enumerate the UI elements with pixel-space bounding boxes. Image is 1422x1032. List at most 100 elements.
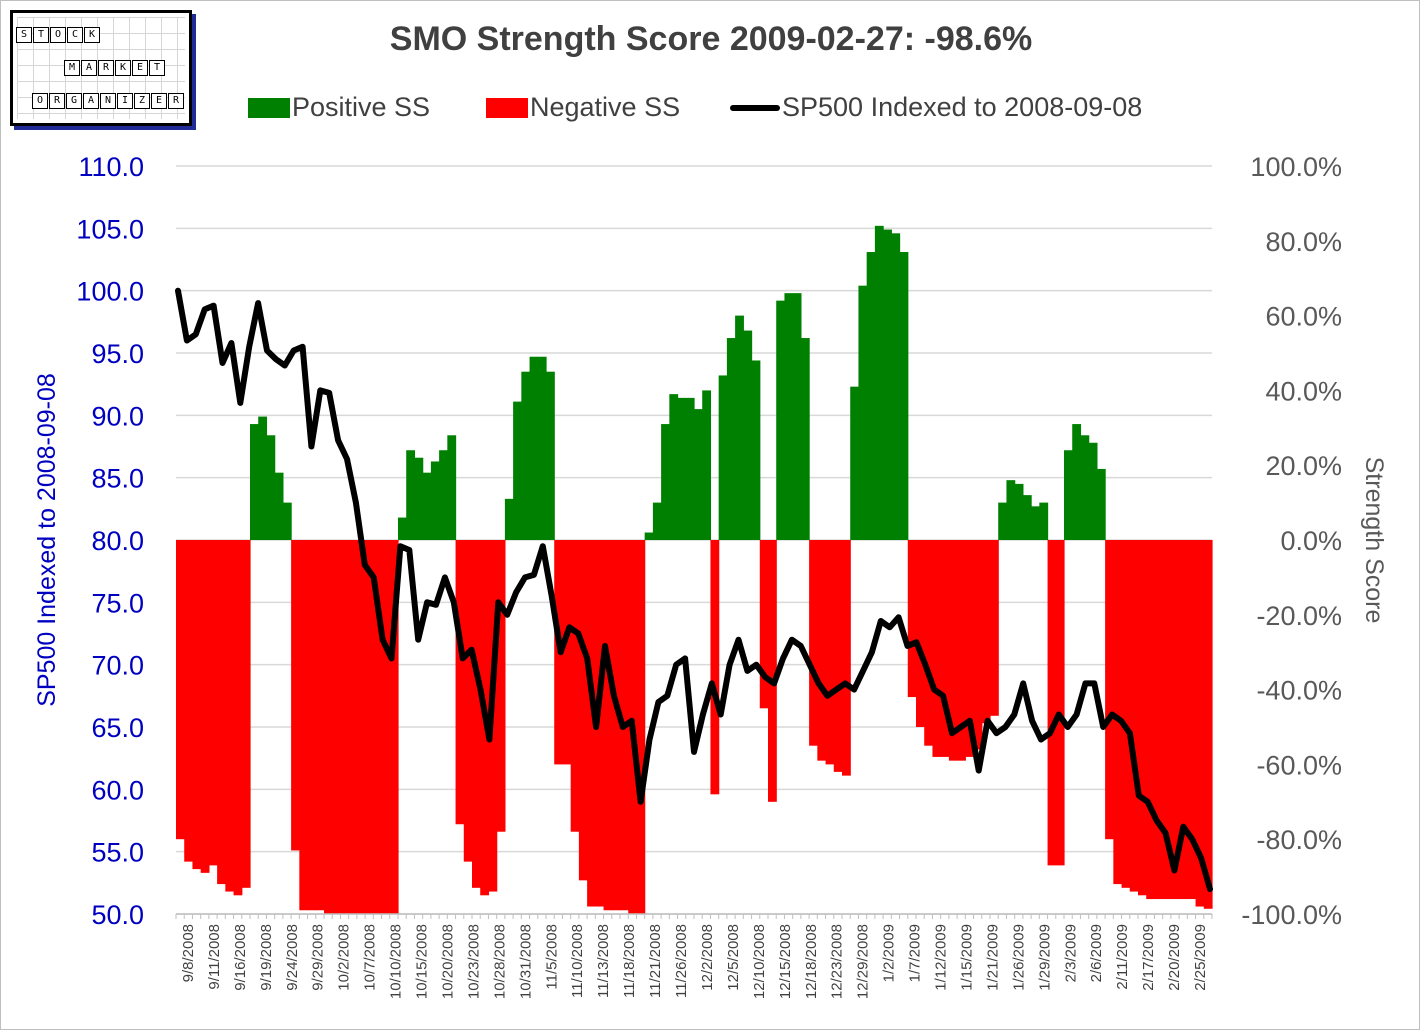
x-tick-label: 12/18/2008 — [803, 924, 820, 999]
positive-ss-bar — [743, 330, 753, 540]
left-tick-label: 60.0 — [91, 775, 144, 805]
legend-swatch-positive — [248, 97, 290, 118]
logo-letter: A — [81, 60, 97, 76]
negative-ss-bar — [373, 540, 383, 914]
negative-ss-bar — [233, 540, 243, 896]
negative-ss-bar — [1113, 540, 1123, 885]
x-tick-label: 1/7/2009 — [907, 924, 924, 982]
x-tick-label: 12/5/2008 — [725, 924, 742, 991]
legend-swatch-negative — [486, 97, 528, 118]
positive-ss-bar — [652, 502, 662, 540]
x-tick-label: 2/25/2009 — [1192, 924, 1209, 991]
x-tick-label: 12/29/2008 — [855, 924, 872, 999]
logo-letter: O — [32, 93, 48, 109]
negative-ss-bar — [759, 540, 769, 709]
right-tick-label: -40.0% — [1256, 676, 1342, 706]
left-tick-label: 85.0 — [91, 464, 144, 494]
negative-ss-bar — [340, 540, 350, 914]
positive-ss-bar — [447, 435, 457, 540]
negative-ss-bar — [570, 540, 580, 832]
negative-ss-bar — [200, 540, 210, 873]
negative-ss-bar — [1179, 540, 1188, 900]
positive-ss-bar — [398, 517, 407, 540]
positive-ss-bar — [866, 252, 876, 540]
positive-ss-bar — [726, 338, 736, 540]
chart-title: SMO Strength Score 2009-02-27: -98.6% — [389, 20, 1033, 58]
logo-letter: K — [115, 60, 131, 76]
positive-ss-bar — [546, 371, 555, 540]
x-tick-label: 10/15/2008 — [414, 924, 431, 999]
left-axis-title: SP500 Indexed to 2008-09-08 — [33, 373, 61, 707]
positive-ss-bar — [669, 394, 679, 540]
positive-ss-bar — [850, 386, 860, 540]
x-tick-label: 1/15/2009 — [958, 924, 975, 991]
positive-ss-bar — [694, 409, 703, 540]
x-tick-label: 1/2/2009 — [881, 924, 898, 982]
logo-letter: M — [64, 60, 80, 76]
negative-ss-bar — [940, 540, 950, 757]
logo-letter: G — [66, 93, 82, 109]
positive-ss-bar — [792, 293, 802, 540]
right-axis-title: Strength Score — [1360, 457, 1388, 624]
negative-ss-bar — [965, 540, 975, 757]
positive-ss-bar — [702, 390, 712, 540]
sp500-line — [175, 287, 1213, 893]
positive-ss-bar — [776, 300, 786, 540]
x-tick-label: 2/11/2009 — [1114, 924, 1131, 990]
x-tick-label: 12/23/2008 — [829, 924, 846, 999]
negative-ss-bar — [833, 540, 843, 772]
negative-ss-bar — [225, 540, 235, 892]
positive-ss-bar — [414, 457, 424, 540]
logo-letter: R — [168, 93, 184, 109]
legend-label-negative: Negative SS — [530, 92, 681, 122]
x-tick-label: 10/10/2008 — [388, 924, 405, 999]
x-tick-label: 9/24/2008 — [284, 924, 301, 991]
positive-ss-bar — [800, 338, 810, 540]
logo-letter: Z — [134, 93, 150, 109]
legend-label-positive: Positive SS — [292, 92, 431, 122]
negative-ss-bar — [1055, 540, 1065, 866]
negative-ss-bar — [924, 540, 934, 746]
positive-ss-bar — [1006, 480, 1016, 540]
logo-letter: T — [149, 60, 165, 76]
x-tick-label: 12/10/2008 — [751, 924, 768, 999]
legend-label-sp500: SP500 Indexed to 2008-09-08 — [782, 92, 1143, 122]
negative-ss-bar — [1138, 540, 1147, 896]
left-tick-label: 75.0 — [91, 588, 144, 618]
positive-ss-bar — [513, 401, 522, 540]
negative-ss-bar — [1170, 540, 1180, 900]
logo-letter: R — [98, 60, 114, 76]
positive-ss-bar — [1096, 468, 1106, 540]
negative-ss-bar — [208, 540, 218, 866]
right-tick-label: -60.0% — [1256, 750, 1342, 780]
positive-ss-bar — [1064, 450, 1073, 540]
right-tick-label: -80.0% — [1256, 825, 1342, 855]
x-tick-label: 11/26/2008 — [673, 924, 690, 998]
negative-ss-bar — [348, 540, 358, 914]
negative-ss-bar — [817, 540, 827, 761]
positive-ss-bar — [274, 472, 284, 540]
right-tick-label: 80.0% — [1265, 227, 1342, 257]
negative-ss-bar — [1105, 540, 1114, 840]
left-tick-label: 100.0 — [76, 277, 144, 307]
positive-ss-bar — [1080, 435, 1090, 540]
negative-ss-bar — [636, 540, 646, 914]
negative-ss-bar — [332, 540, 342, 914]
positive-ss-bar — [406, 450, 416, 540]
x-tick-label: 11/18/2008 — [621, 924, 638, 998]
positive-ss-bar — [250, 424, 259, 540]
logo-letter: R — [49, 93, 65, 109]
negative-ss-bar — [176, 540, 185, 840]
negative-ss-bar — [932, 540, 942, 757]
negative-ss-bar — [472, 540, 481, 888]
negative-ss-bar — [1047, 540, 1057, 866]
logo-letter: O — [50, 27, 66, 43]
x-tick-label: 1/29/2009 — [1036, 924, 1053, 991]
positive-ss-bar — [529, 356, 539, 540]
positive-ss-bar — [899, 252, 909, 540]
negative-ss-bar — [990, 540, 999, 716]
positive-ss-bar — [735, 315, 744, 540]
negative-ss-bar — [948, 540, 958, 761]
